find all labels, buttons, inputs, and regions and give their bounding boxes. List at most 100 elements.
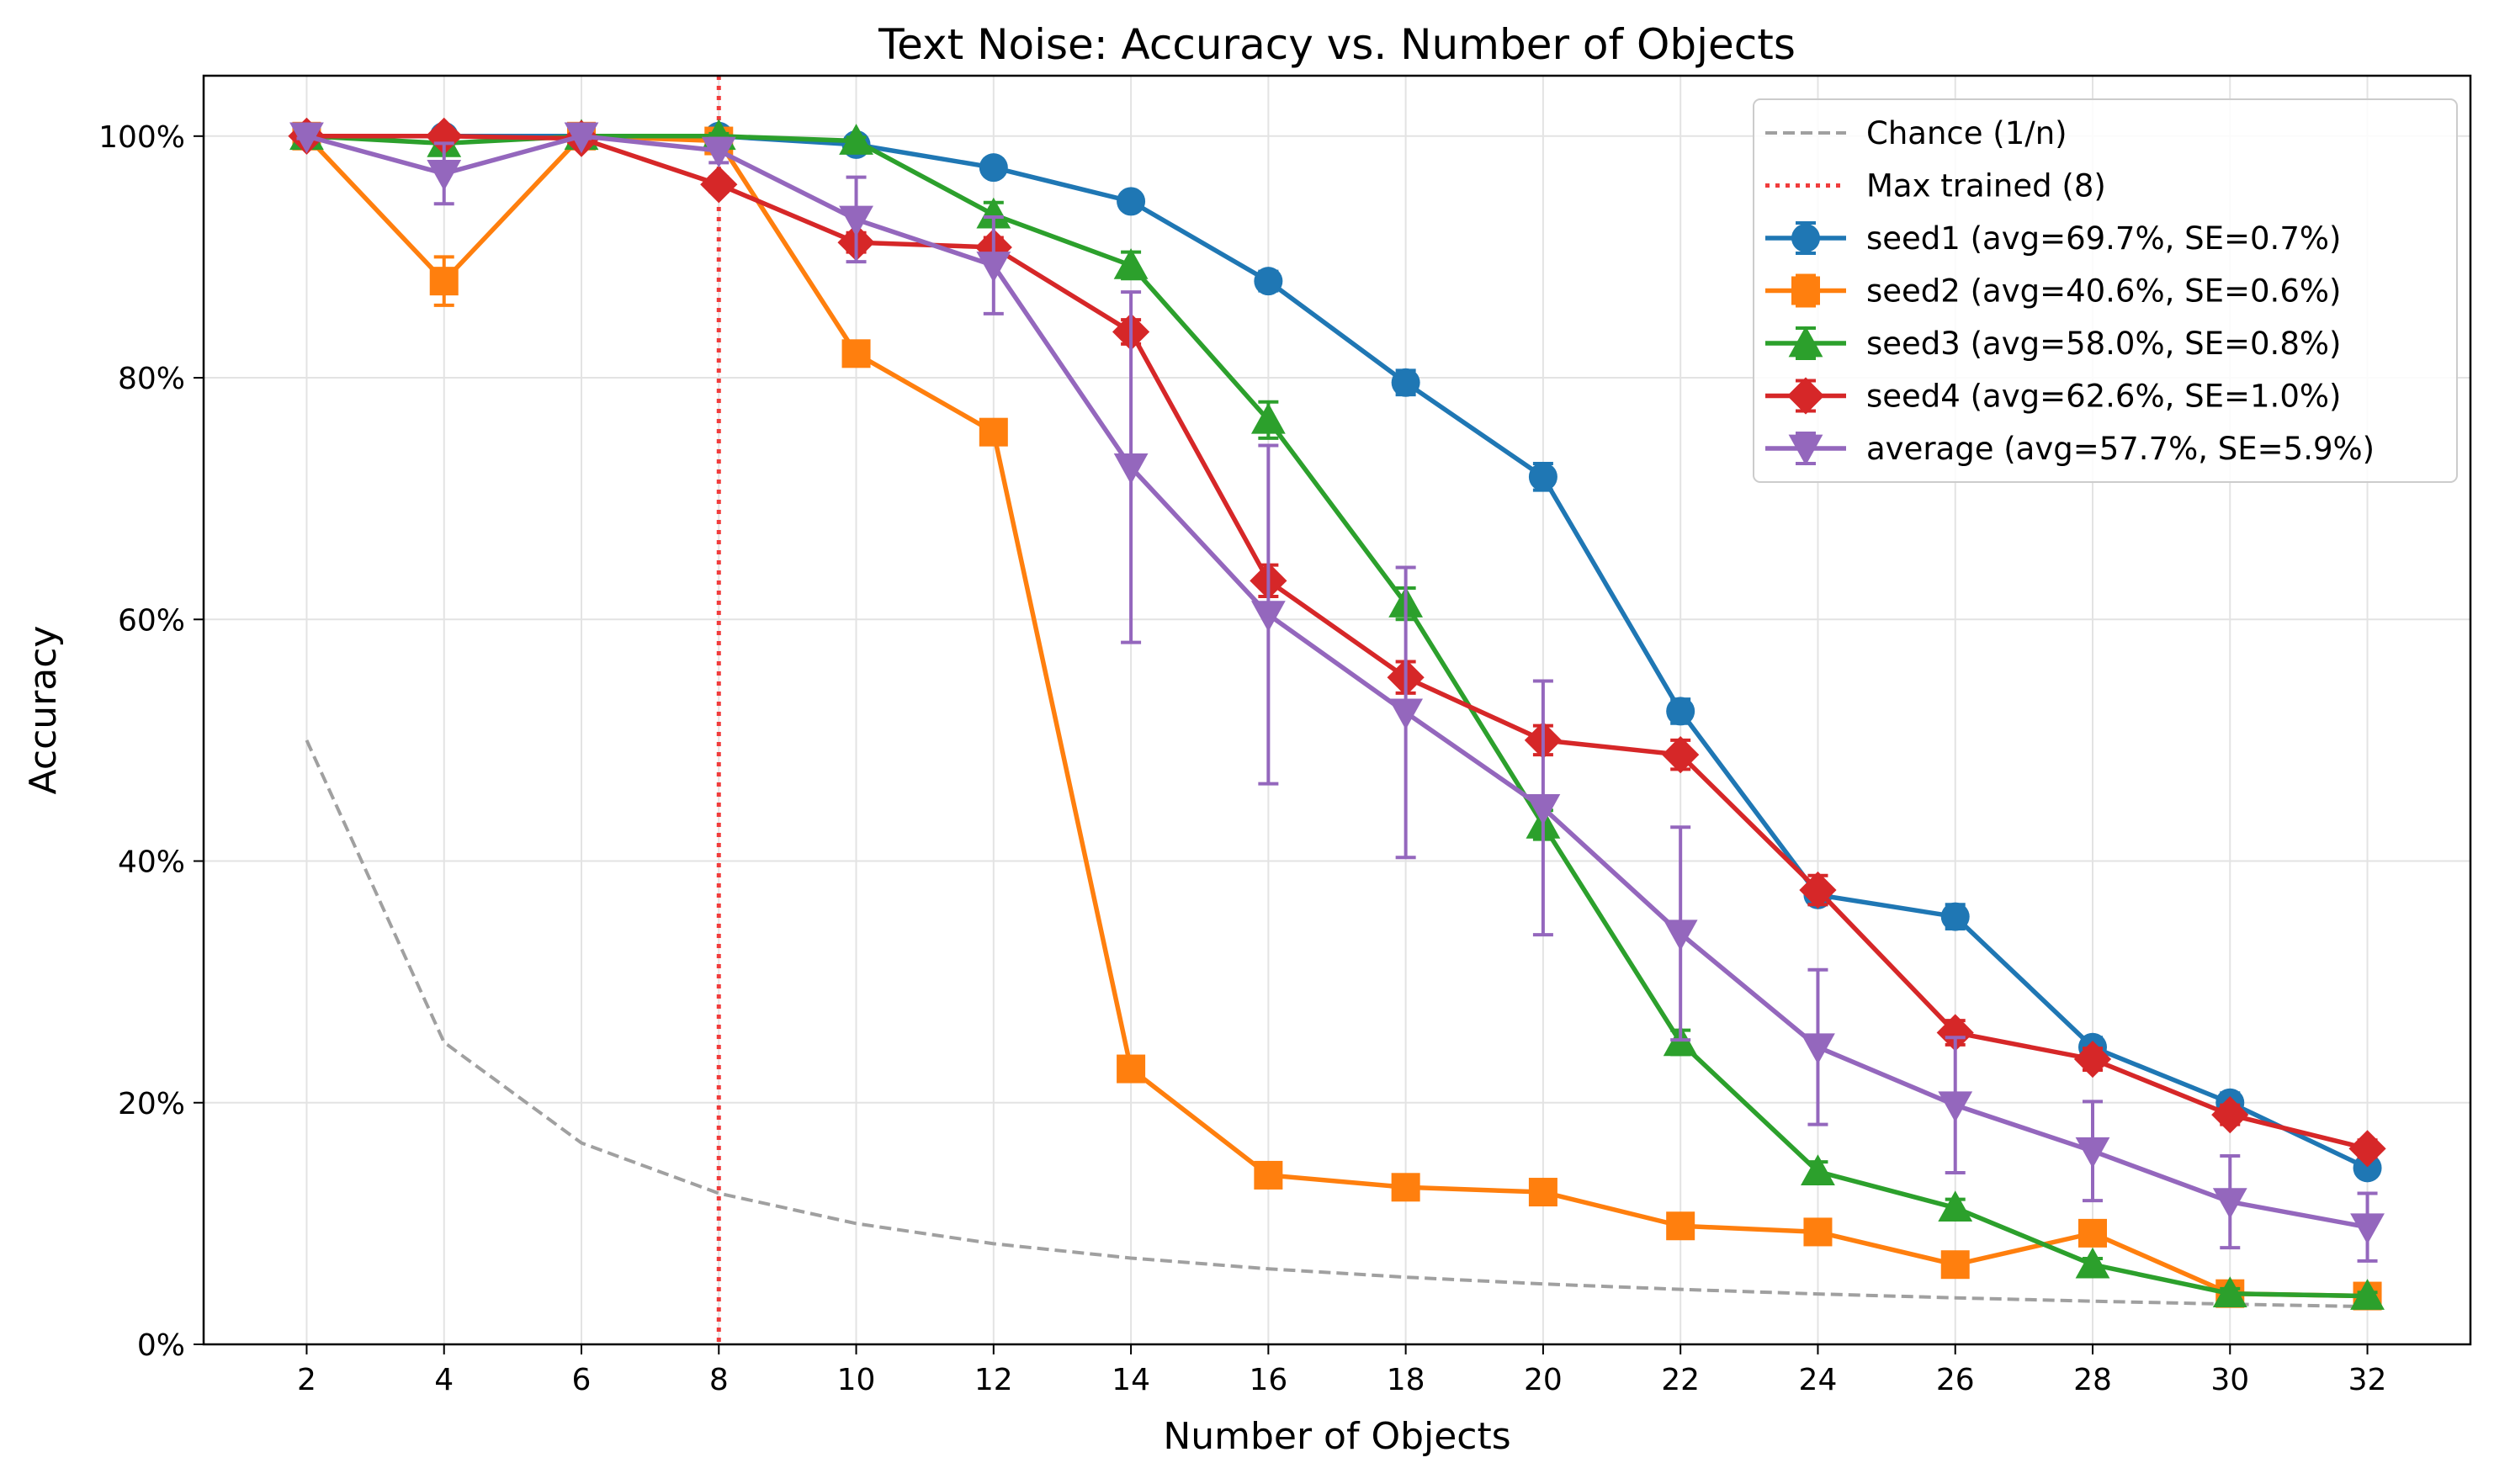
y-tick-label: 80% bbox=[118, 362, 185, 396]
x-tick-label: 18 bbox=[1387, 1363, 1425, 1397]
reference-layer bbox=[305, 76, 2368, 1344]
x-tick-label: 2 bbox=[297, 1363, 316, 1397]
data-point bbox=[1666, 697, 1695, 726]
data-point bbox=[1113, 453, 1149, 485]
data-point bbox=[1663, 920, 1698, 951]
legend-label: seed1 (avg=69.7%, SE=0.7%) bbox=[1866, 220, 2341, 257]
data-point bbox=[1803, 1217, 1833, 1247]
legend-swatch-marker bbox=[1788, 326, 1823, 358]
data-point bbox=[2075, 1137, 2110, 1169]
data-point bbox=[1938, 1091, 1973, 1123]
data-point bbox=[1254, 267, 1283, 296]
data-point bbox=[1526, 794, 1561, 825]
data-point bbox=[425, 117, 463, 155]
chart-title: Text Noise: Accuracy vs. Number of Objec… bbox=[878, 20, 1796, 69]
plot-frame bbox=[202, 74, 2472, 1346]
series-line bbox=[306, 134, 2369, 1152]
legend: Chance (1/n) Max trained (8) seed1 (avg=69… bbox=[1753, 98, 2458, 483]
y-tick-label: 100% bbox=[98, 120, 185, 155]
chance-line bbox=[305, 739, 2368, 1309]
y-tick-label: 0% bbox=[137, 1328, 185, 1363]
data-point bbox=[2350, 1279, 2385, 1310]
data-point bbox=[2073, 1040, 2112, 1079]
data-point bbox=[1528, 462, 1557, 491]
y-tick-label: 60% bbox=[118, 603, 185, 638]
data-point bbox=[1940, 1250, 1970, 1280]
legend-label: seed4 (avg=62.6%, SE=1.0%) bbox=[1866, 379, 2341, 415]
data-point bbox=[289, 122, 324, 154]
data-point bbox=[1666, 1211, 1695, 1241]
y-axis-ticks: 0% 20% 40% 60% 80% 100% bbox=[98, 120, 204, 1363]
data-point bbox=[1250, 601, 1286, 632]
series-line bbox=[305, 134, 2369, 1230]
data-point bbox=[2212, 1276, 2247, 1307]
x-tick-label: 10 bbox=[837, 1363, 876, 1397]
data-point bbox=[564, 122, 599, 154]
x-tick-label: 20 bbox=[1524, 1363, 1563, 1397]
legend-label: seed2 (avg=40.6%, SE=0.6%) bbox=[1866, 273, 2341, 310]
data-point bbox=[1117, 187, 1146, 216]
data-point bbox=[839, 124, 873, 155]
data-point bbox=[1113, 248, 1149, 279]
data-point bbox=[2348, 1130, 2386, 1168]
data-point bbox=[1391, 1173, 1420, 1202]
data-point bbox=[976, 252, 1011, 283]
x-tick-label: 4 bbox=[434, 1363, 454, 1397]
x-tick-label: 14 bbox=[1112, 1363, 1150, 1397]
x-axis-label: Number of Objects bbox=[1163, 1415, 1510, 1458]
y-tick-label: 40% bbox=[118, 845, 185, 880]
data-point bbox=[1936, 1014, 1974, 1052]
data-point bbox=[2078, 1218, 2107, 1248]
legend-box bbox=[1753, 98, 2458, 483]
data-point bbox=[2211, 1096, 2249, 1134]
data-point bbox=[2350, 1213, 2385, 1245]
legend-swatch-marker bbox=[1791, 276, 1820, 305]
x-tick-label: 32 bbox=[2348, 1363, 2387, 1397]
data-point bbox=[429, 267, 459, 296]
legend-swatch-marker bbox=[1786, 377, 1825, 415]
data-point bbox=[1662, 736, 1700, 774]
data-point bbox=[1391, 368, 1420, 397]
data-point bbox=[839, 205, 873, 237]
series-line bbox=[305, 134, 2368, 1299]
data-point bbox=[1250, 402, 1286, 434]
data-point bbox=[979, 153, 1008, 183]
x-tick-label: 8 bbox=[709, 1363, 729, 1397]
data-point bbox=[1799, 871, 1837, 909]
data-point bbox=[1940, 902, 1970, 931]
data-point bbox=[1938, 1190, 1973, 1222]
x-tick-label: 16 bbox=[1249, 1363, 1287, 1397]
x-tick-label: 30 bbox=[2210, 1363, 2249, 1397]
data-point bbox=[701, 136, 736, 168]
x-tick-label: 12 bbox=[974, 1363, 1013, 1397]
data-point bbox=[1117, 1054, 1146, 1084]
data-point bbox=[700, 166, 738, 204]
series-line bbox=[306, 134, 2368, 1299]
data-point bbox=[2075, 1247, 2110, 1279]
data-point bbox=[427, 160, 462, 191]
x-tick-label: 28 bbox=[2073, 1363, 2112, 1397]
data-point bbox=[976, 197, 1011, 229]
data-point bbox=[979, 417, 1008, 447]
series-5 bbox=[289, 122, 2385, 1263]
data-point bbox=[1254, 1160, 1283, 1190]
legend-swatch-marker bbox=[1788, 434, 1823, 466]
data-point bbox=[1528, 1178, 1557, 1207]
data-point bbox=[1801, 1033, 1835, 1065]
x-tick-label: 22 bbox=[1661, 1363, 1700, 1397]
y-tick-label: 20% bbox=[118, 1087, 185, 1121]
y-axis-label: Accuracy bbox=[22, 626, 65, 795]
legend-label: seed3 (avg=58.0%, SE=0.8%) bbox=[1866, 326, 2341, 362]
data-point bbox=[1388, 698, 1424, 730]
x-tick-label: 6 bbox=[572, 1363, 592, 1397]
series-layer bbox=[288, 117, 2386, 1311]
x-tick-label: 26 bbox=[1936, 1363, 1975, 1397]
data-point bbox=[2212, 1188, 2247, 1219]
data-point bbox=[2353, 1153, 2382, 1183]
legend-label: Chance (1/n) bbox=[1866, 115, 2067, 151]
legend-label: average (avg=57.7%, SE=5.9%) bbox=[1866, 431, 2375, 467]
x-tick-label: 24 bbox=[1799, 1363, 1838, 1397]
legend-label: Max trained (8) bbox=[1866, 168, 2106, 204]
x-axis-ticks: 2 4 6 8 10 12 14 16 18 20 22 24 26 28 30 32 bbox=[297, 1344, 2386, 1397]
